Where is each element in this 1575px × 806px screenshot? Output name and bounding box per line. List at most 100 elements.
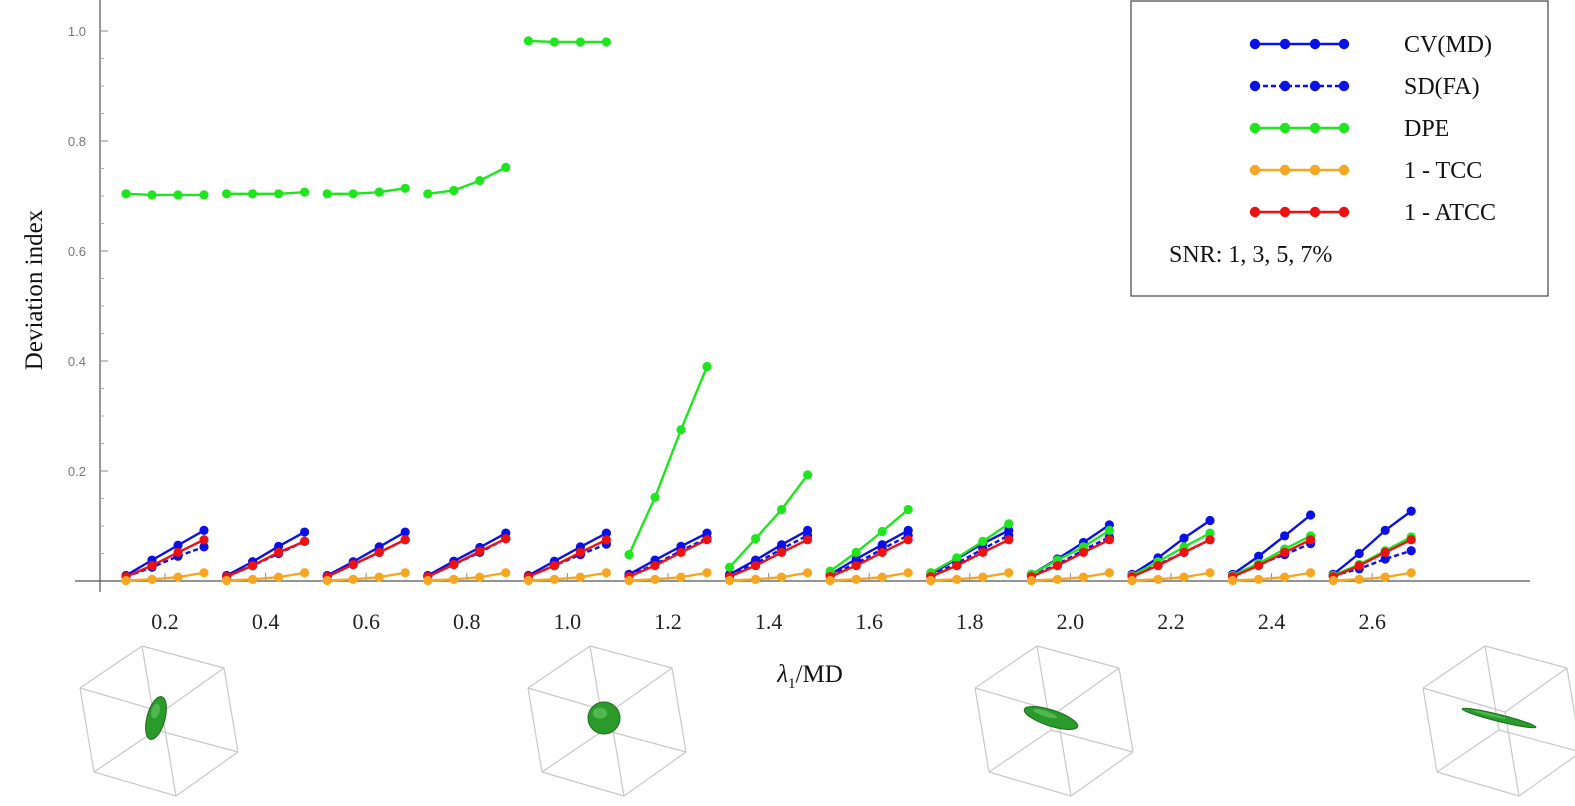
- data-point-dpe: [1004, 519, 1014, 529]
- data-point-1-tcc: [751, 574, 761, 584]
- data-point-dpe: [803, 470, 813, 480]
- data-point-dpe: [121, 189, 131, 199]
- series-line-dpe: [226, 190, 305, 196]
- data-point-1-atcc: [374, 547, 384, 558]
- x-axis-title-rest: /MD: [796, 661, 843, 688]
- data-point-1-tcc: [1354, 574, 1364, 584]
- data-point-1-tcc: [1228, 575, 1238, 586]
- x-tick-label: 2.2: [1157, 609, 1185, 634]
- data-point-1-tcc: [121, 575, 131, 586]
- data-point-1-atcc: [601, 535, 612, 545]
- data-point-1-atcc: [952, 561, 962, 571]
- data-point-1-tcc: [825, 575, 835, 586]
- data-point-dpe: [601, 37, 612, 47]
- data-point-1-atcc: [978, 547, 988, 558]
- data-point-1-atcc: [348, 559, 358, 570]
- data-point-cv-md: [1254, 551, 1264, 561]
- data-point-dpe: [549, 37, 560, 47]
- data-point-1-atcc: [751, 561, 761, 571]
- y-tick-label: 0.2: [68, 464, 86, 479]
- series-line-cv-md: [125, 529, 205, 577]
- series-line-dpe: [627, 366, 709, 556]
- legend-marker-cv-md: [1309, 38, 1321, 50]
- data-point-dpe: [851, 547, 861, 558]
- x-tick-label: 1.4: [755, 609, 783, 634]
- series-line-1-atcc: [729, 538, 809, 578]
- series-line-dpe: [327, 187, 406, 196]
- legend-label-dpe: DPE: [1404, 116, 1449, 142]
- data-point-dpe: [676, 425, 686, 435]
- series-line-cv-md: [427, 532, 507, 577]
- data-point-1-atcc: [199, 535, 209, 545]
- x-tick-label: 1.2: [654, 609, 682, 634]
- data-point-1-tcc: [348, 574, 358, 584]
- data-point-1-tcc: [423, 575, 433, 586]
- series-line-1-tcc: [830, 571, 909, 582]
- series-line-1-tcc: [226, 571, 305, 582]
- data-point-dpe: [624, 550, 634, 560]
- data-point-sd-fa: [199, 542, 209, 552]
- series-line-sd-fa: [829, 534, 909, 577]
- legend-marker-cv-md: [1338, 38, 1350, 50]
- series-line-dpe: [728, 474, 809, 569]
- data-point-1-atcc: [501, 534, 511, 544]
- data-point-1-atcc: [702, 535, 712, 545]
- data-point-1-tcc: [449, 574, 459, 584]
- x-tick-label: 0.2: [151, 609, 179, 634]
- data-point-cv-md: [1406, 506, 1416, 516]
- data-point-1-tcc: [1104, 568, 1114, 578]
- data-point-1-atcc: [1104, 535, 1114, 545]
- y-tick-label: 1.0: [68, 24, 86, 39]
- data-point-1-tcc: [1328, 575, 1338, 586]
- data-point-1-tcc: [1406, 568, 1416, 578]
- data-point-1-atcc: [1052, 561, 1062, 571]
- data-point-1-tcc: [601, 568, 612, 578]
- series-line-1-tcc: [528, 571, 607, 582]
- legend-marker-cv-md: [1249, 38, 1261, 50]
- data-point-dpe: [274, 189, 284, 199]
- data-point-1-tcc: [803, 568, 813, 578]
- oblate-ellipsoid-icon: [974, 645, 1134, 797]
- series-line-dpe: [829, 508, 909, 573]
- y-tick-label: 0.4: [68, 354, 86, 369]
- data-point-1-atcc: [803, 535, 813, 545]
- x-tick-label: 2.0: [1057, 609, 1085, 634]
- data-point-cv-md: [1380, 525, 1390, 536]
- data-point-dpe: [199, 190, 209, 200]
- series-line-dpe: [427, 166, 507, 195]
- data-point-1-tcc: [725, 575, 735, 586]
- data-point-1-tcc: [851, 574, 861, 584]
- data-point-1-tcc: [549, 574, 560, 584]
- x-tick-label: 0.6: [352, 609, 380, 634]
- data-point-dpe: [1104, 525, 1114, 536]
- series-line-1-tcc: [427, 571, 507, 582]
- data-point-1-tcc: [1205, 568, 1215, 578]
- series-line-cv-md: [1332, 510, 1412, 576]
- data-point-1-tcc: [1127, 575, 1137, 586]
- series-line-1-tcc: [1031, 571, 1110, 582]
- data-point-1-atcc: [676, 547, 686, 558]
- data-point-1-tcc: [1004, 568, 1014, 578]
- series-line-sd-fa: [1030, 535, 1110, 577]
- series-line-sd-fa: [1332, 549, 1412, 577]
- data-point-1-atcc: [1306, 535, 1316, 545]
- data-point-1-atcc: [777, 547, 787, 558]
- series-line-1-atcc: [527, 538, 607, 578]
- legend-marker-1-atcc: [1338, 206, 1350, 218]
- legend-marker-sd-fa: [1309, 80, 1321, 92]
- data-point-1-tcc: [926, 575, 936, 586]
- data-point-dpe: [374, 187, 384, 197]
- x-axis-title-symbol: λ: [776, 661, 788, 688]
- data-point-1-tcc: [676, 572, 686, 582]
- data-point-cv-md: [1179, 533, 1189, 543]
- x-axis-title-subscript: 1: [788, 676, 796, 692]
- data-point-dpe: [501, 162, 511, 172]
- data-point-1-tcc: [274, 572, 284, 582]
- data-point-1-tcc: [777, 572, 787, 582]
- data-point-1-atcc: [300, 536, 310, 547]
- data-point-1-atcc: [1254, 561, 1264, 571]
- data-point-1-tcc: [903, 568, 913, 578]
- data-point-1-tcc: [248, 574, 258, 584]
- data-point-1-atcc: [549, 561, 560, 571]
- x-tick-label: 1.0: [554, 609, 582, 634]
